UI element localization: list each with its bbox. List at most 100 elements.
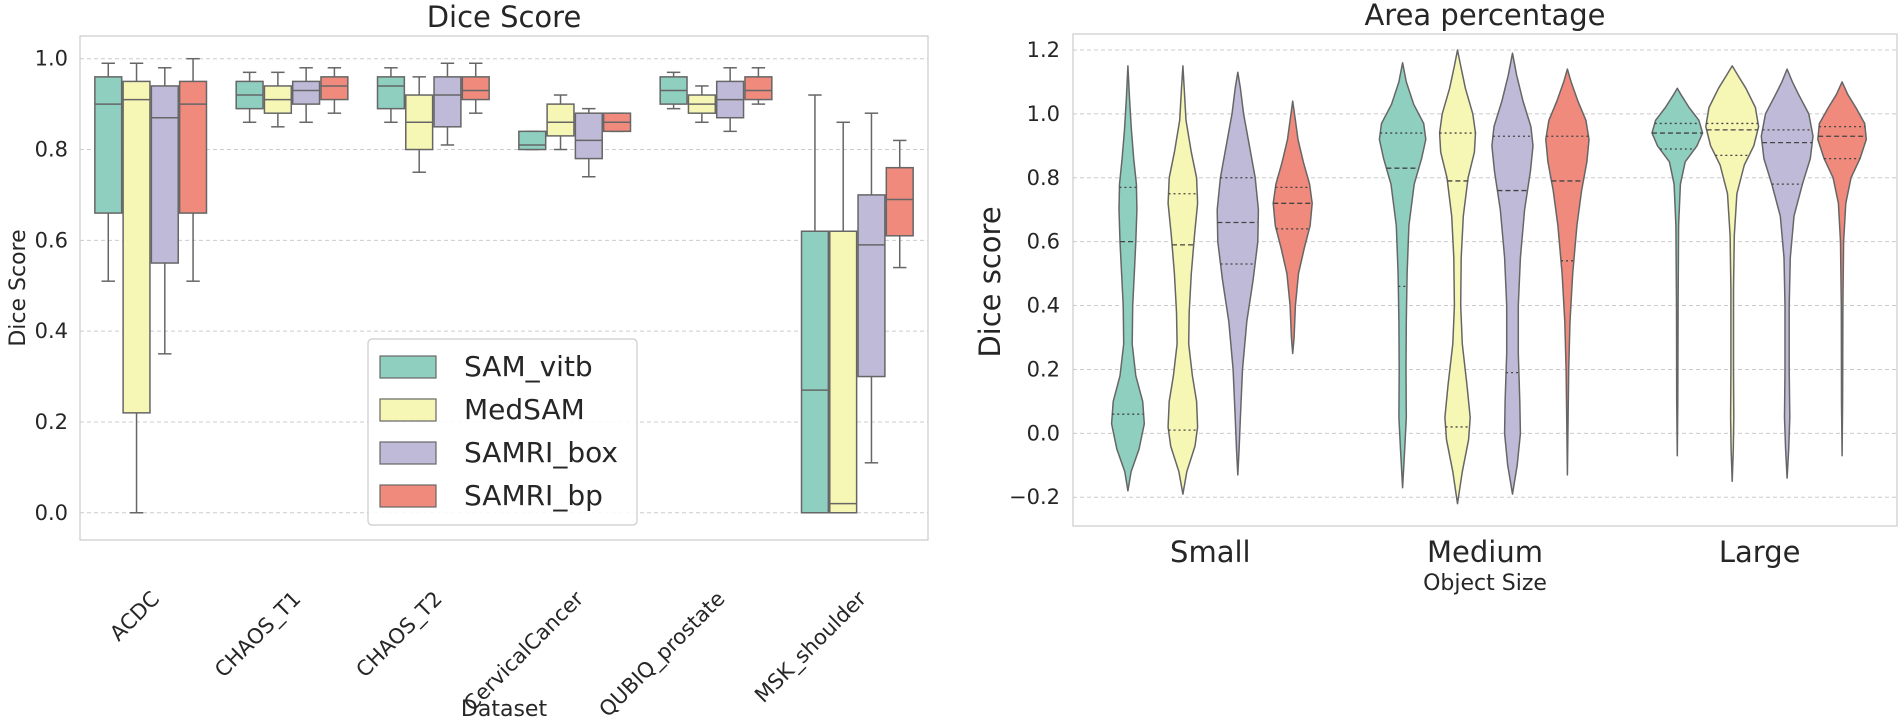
- x-tick-label-acdc: ACDC: [105, 587, 164, 646]
- violin-body: [1167, 65, 1199, 495]
- violin-title: Area percentage: [1364, 0, 1605, 32]
- x-tick-label-medium: Medium: [1427, 535, 1543, 569]
- legend-label-samri-bp: SAMRI_bp: [464, 479, 603, 512]
- box-samri-box-qubiq-prostate: [715, 67, 745, 133]
- violin-samri-bp-large: [1817, 81, 1868, 457]
- legend-swatch-samri-box: [379, 441, 437, 465]
- box-sam-vitb-cervicalcancer: [518, 130, 547, 151]
- y-tick-label: 0.4: [35, 319, 68, 343]
- box-samri-box-cervicalcancer: [574, 107, 603, 178]
- box-sam-vitb-chaos-t2: [376, 67, 406, 124]
- iqr-box: [885, 166, 914, 237]
- iqr-box: [800, 230, 830, 514]
- box-medsam-chaos-t1: [263, 71, 293, 128]
- boxplot-y-ticks: 0.0 0.2 0.4 0.6 0.8 1.0: [35, 47, 68, 525]
- y-tick-label: 0.6: [1027, 230, 1060, 254]
- box-sam-vitb-msk-shoulder: [800, 94, 830, 514]
- violin-sam-vitb-small: [1110, 65, 1146, 492]
- violin-medsam-small: [1167, 65, 1199, 495]
- y-tick-label: 0.8: [35, 138, 68, 162]
- y-tick-label: 0.2: [1027, 357, 1060, 381]
- violin-axes-frame: [1072, 33, 1898, 527]
- iqr-box: [178, 80, 208, 214]
- violin-y-label: Dice score: [973, 206, 1007, 357]
- legend-swatch-samri-bp: [379, 484, 437, 508]
- legend: SAM_vitb MedSAM SAMRI_box SAMRI_bp: [367, 338, 638, 526]
- violin-x-ticks: Small Medium Large: [1170, 535, 1800, 569]
- box-samri-box-chaos-t1: [291, 67, 321, 124]
- iqr-box: [94, 76, 123, 214]
- iqr-box: [433, 76, 462, 128]
- violin-sam-vitb-large: [1651, 87, 1704, 457]
- y-tick-label: 1.0: [35, 47, 68, 71]
- violin-body: [1817, 81, 1868, 457]
- box-samri-bp-msk-shoulder: [885, 139, 914, 269]
- box-medsam-msk-shoulder: [829, 121, 858, 514]
- legend-swatch-medsam: [379, 398, 437, 422]
- iqr-box: [122, 80, 151, 414]
- box-samri-box-chaos-t2: [433, 62, 462, 146]
- violin-samri-box-medium: [1491, 52, 1534, 495]
- iqr-box: [518, 130, 547, 151]
- legend-frame: [367, 338, 638, 526]
- iqr-box: [150, 85, 179, 264]
- x-tick-label-chaos-t1: CHAOS_T1: [210, 587, 306, 683]
- y-tick-label: 0.0: [35, 501, 68, 525]
- y-tick-label: 1.0: [1027, 102, 1060, 126]
- x-tick-label-small: Small: [1170, 535, 1251, 569]
- box-samri-bp-chaos-t1: [320, 67, 349, 114]
- legend-label-medsam: MedSAM: [464, 393, 585, 426]
- legend-label-samri-box: SAMRI_box: [464, 436, 618, 469]
- iqr-box: [857, 194, 886, 378]
- iqr-box: [574, 112, 603, 160]
- violin-medsam-large: [1705, 65, 1760, 483]
- iqr-box: [461, 76, 490, 101]
- box-medsam-cervicalcancer: [546, 94, 575, 151]
- iqr-box: [291, 80, 321, 105]
- violin-body: [1272, 100, 1313, 355]
- legend-label-sam-vitb: SAM_vitb: [464, 350, 593, 383]
- boxplot-panel: 0.00.20.40.60.81.0 ACDC CHAOS_T1 CHAOS_T2 C…: [6, 0, 929, 722]
- y-tick-label: 1.2: [1027, 38, 1060, 62]
- box-samri-bp-chaos-t2: [461, 62, 490, 114]
- violin-gridlines: [1073, 49, 1897, 498]
- boxplot-marks: [94, 57, 914, 514]
- iqr-box: [546, 103, 575, 137]
- box-sam-vitb-acdc: [94, 62, 123, 282]
- violin-body: [1110, 65, 1146, 492]
- iqr-box: [376, 76, 406, 110]
- violin-body: [1491, 52, 1534, 495]
- violin-medsam-medium: [1438, 49, 1477, 505]
- violin-body: [1705, 65, 1760, 483]
- violin-y-ticks: −0.2 0.0 0.2 0.4 0.6 0.8 1.0 1.2: [1009, 38, 1060, 509]
- y-tick-label: 0.2: [35, 410, 68, 434]
- box-sam-vitb-chaos-t1: [235, 71, 264, 124]
- violin-samri-bp-small: [1272, 100, 1313, 355]
- violin-body: [1438, 49, 1477, 505]
- x-tick-label-chaos-t2: CHAOS_T2: [351, 587, 447, 683]
- box-samri-bp-qubiq-prostate: [744, 67, 773, 105]
- violin-x-label: Object Size: [1423, 571, 1547, 596]
- violin-samri-box-small: [1216, 71, 1260, 476]
- x-tick-label-large: Large: [1719, 535, 1801, 569]
- box-medsam-acdc: [122, 62, 151, 514]
- violin-body: [1760, 68, 1814, 479]
- box-medsam-qubiq-prostate: [687, 85, 717, 124]
- iqr-box: [320, 76, 349, 101]
- violin-body: [1216, 71, 1260, 476]
- x-tick-label-qubiq-prostate: QUBIQ_prostate: [594, 587, 730, 722]
- violin-samri-bp-medium: [1545, 68, 1590, 476]
- y-tick-label: 0.4: [1027, 294, 1060, 318]
- boxplot-title: Dice Score: [427, 0, 582, 34]
- violin-samri-box-large: [1760, 68, 1814, 479]
- box-samri-box-acdc: [150, 67, 179, 355]
- y-tick-label: −0.2: [1009, 485, 1060, 509]
- box-samri-bp-cervicalcancer: [602, 112, 632, 133]
- violin-body: [1651, 87, 1704, 457]
- violin-sam-vitb-medium: [1378, 62, 1427, 489]
- box-samri-bp-acdc: [178, 57, 208, 282]
- box-sam-vitb-qubiq-prostate: [659, 71, 688, 110]
- y-tick-label: 0.6: [35, 228, 68, 252]
- box-samri-box-msk-shoulder: [857, 112, 886, 464]
